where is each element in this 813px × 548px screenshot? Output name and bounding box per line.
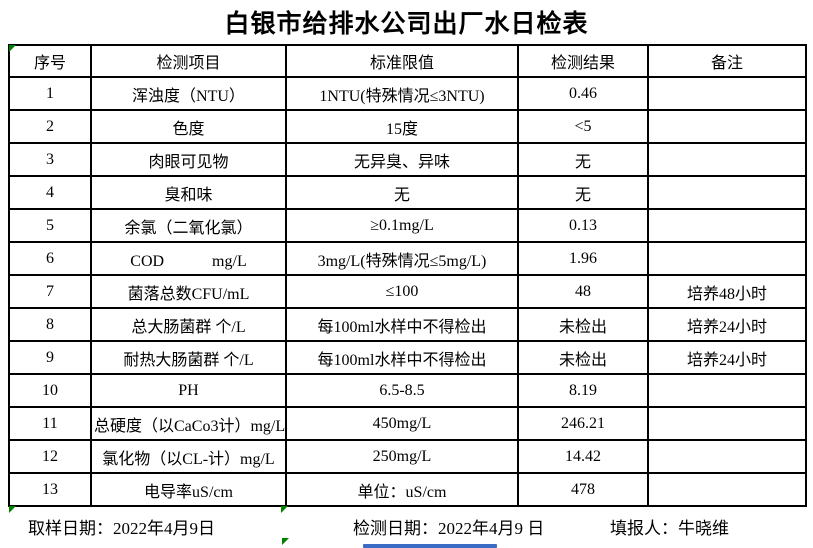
cell-item[interactable]: 耐热大肠菌群 个/L (90, 340, 287, 375)
cell-item[interactable]: 电导率uS/cm (90, 472, 287, 507)
cell-result[interactable]: 无 (517, 175, 649, 210)
cell-seq[interactable]: 5 (8, 208, 92, 243)
header-cell-seq[interactable]: 序号 (8, 44, 92, 78)
cell-remark[interactable] (647, 241, 807, 276)
footer-row: 取样日期：2022年4月9日 检测日期：2022年4月9 日 填报人：牛晓维 (0, 511, 813, 538)
cell-limit[interactable]: ≤100 (285, 274, 519, 309)
cell-item[interactable]: 总大肠菌群 个/L (90, 307, 287, 342)
cell-remark[interactable] (647, 142, 807, 177)
cell-seq[interactable]: 4 (8, 175, 92, 210)
table-row: 13 电导率uS/cm 单位：uS/cm 478 (8, 472, 807, 507)
cell-result[interactable]: 0.13 (517, 208, 649, 243)
table-row: 11 总硬度（以CaCo3计）mg/L 450mg/L 246.21 (8, 406, 807, 441)
table-row: 6 COD mg/L 3mg/L(特殊情况≤5mg/L) 1.96 (8, 241, 807, 276)
cell-limit[interactable]: 1NTU(特殊情况≤3NTU) (285, 76, 519, 111)
table-row: 10 PH 6.5-8.5 8.19 (8, 373, 807, 408)
header-cell-result[interactable]: 检测结果 (517, 44, 649, 78)
cell-item[interactable]: PH (90, 373, 287, 408)
cell-item[interactable]: 总硬度（以CaCo3计）mg/L (90, 406, 287, 441)
cell-seq[interactable]: 7 (8, 274, 92, 309)
page-title: 白银市给排水公司出厂水日检表 (224, 10, 589, 38)
cell-result[interactable]: 1.96 (517, 241, 649, 276)
cell-limit[interactable]: 250mg/L (285, 439, 519, 474)
cell-limit[interactable]: 无 (285, 175, 519, 210)
cell-remark[interactable]: 培养48小时 (647, 274, 807, 309)
header-cell-item[interactable]: 检测项目 (90, 44, 287, 78)
table-row: 1 浑浊度（NTU） 1NTU(特殊情况≤3NTU) 0.46 (8, 76, 807, 111)
cell-remark[interactable] (647, 109, 807, 144)
header-cell-limit[interactable]: 标准限值 (285, 44, 519, 78)
cell-remark[interactable]: 培养24小时 (647, 307, 807, 342)
cell-seq[interactable]: 13 (8, 472, 92, 507)
cell-item[interactable]: 浑浊度（NTU） (90, 76, 287, 111)
cell-result[interactable]: 未检出 (517, 307, 649, 342)
table-row: 12 氯化物（以CL-计）mg/L 250mg/L 14.42 (8, 439, 807, 474)
table-row: 5 余氯（二氧化氯） ≥0.1mg/L 0.13 (8, 208, 807, 243)
table-header: 序号 检测项目 标准限值 检测结果 备注 (8, 44, 807, 78)
table-row: 4 臭和味无无 (8, 175, 807, 210)
table-row: 8 总大肠菌群 个/L 每100ml水样中不得检出 未检出 培养24小时 (8, 307, 807, 342)
cell-error-marker-icon (9, 45, 16, 52)
cell-seq[interactable]: 9 (8, 340, 92, 375)
cell-seq[interactable]: 10 (8, 373, 92, 408)
table-row: 3 肉眼可见物 无异臭、异味无 (8, 142, 807, 177)
cell-limit[interactable]: 每100ml水样中不得检出 (285, 340, 519, 375)
cell-seq[interactable]: 2 (8, 109, 92, 144)
cell-result[interactable]: 246.21 (517, 406, 649, 441)
test-date-cell[interactable]: 检测日期：2022年4月9 日 (353, 519, 545, 538)
scrollbar-thumb[interactable] (363, 544, 497, 548)
cell-limit[interactable]: 3mg/L(特殊情况≤5mg/L) (285, 241, 519, 276)
cell-remark[interactable] (647, 406, 807, 441)
cell-item[interactable]: 菌落总数CFU/mL (90, 274, 287, 309)
cell-limit[interactable]: 单位：uS/cm (285, 472, 519, 507)
cell-result[interactable]: 48 (517, 274, 649, 309)
cell-seq[interactable]: 1 (8, 76, 92, 111)
cell-result[interactable]: <5 (517, 109, 649, 144)
cell-remark[interactable] (647, 175, 807, 210)
cell-remark[interactable] (647, 373, 807, 408)
table-row: 9 耐热大肠菌群 个/L 每100ml水样中不得检出 未检出 培养24小时 (8, 340, 807, 375)
table-body: 1 浑浊度（NTU） 1NTU(特殊情况≤3NTU) 0.46 2 色度 15度 <5 3 肉眼可… (8, 76, 807, 507)
cell-limit[interactable]: 6.5-8.5 (285, 373, 519, 408)
cell-error-marker-icon (281, 506, 288, 513)
cell-item[interactable]: 臭和味 (90, 175, 287, 210)
cell-limit[interactable]: 每100ml水样中不得检出 (285, 307, 519, 342)
cell-remark[interactable] (647, 76, 807, 111)
cell-remark[interactable] (647, 439, 807, 474)
cell-item[interactable]: 氯化物（以CL-计）mg/L (90, 439, 287, 474)
cell-remark[interactable]: 培养24小时 (647, 340, 807, 375)
cell-item[interactable]: 余氯（二氧化氯） (90, 208, 287, 243)
table-row: 7 菌落总数CFU/mL ≤100 48 培养48小时 (8, 274, 807, 309)
cell-result[interactable]: 未检出 (517, 340, 649, 375)
cell-item[interactable]: 色度 (90, 109, 287, 144)
cell-error-marker-icon (282, 538, 289, 545)
cell-seq[interactable]: 6 (8, 241, 92, 276)
cell-item[interactable]: 肉眼可见物 (90, 142, 287, 177)
cell-remark[interactable] (647, 208, 807, 243)
cell-limit[interactable]: 15度 (285, 109, 519, 144)
reporter-cell[interactable]: 填报人：牛晓维 (610, 519, 729, 538)
inspection-table: 序号 检测项目 标准限值 检测结果 备注 1 浑浊度（NTU） 1NTU(特殊情况≤3NTU… (8, 44, 807, 507)
cell-error-marker-icon (9, 506, 16, 513)
cell-limit[interactable]: 450mg/L (285, 406, 519, 441)
cell-seq[interactable]: 8 (8, 307, 92, 342)
cell-result[interactable]: 14.42 (517, 439, 649, 474)
sample-date-cell[interactable]: 取样日期：2022年4月9日 (28, 519, 215, 538)
header-cell-remark[interactable]: 备注 (647, 44, 807, 78)
table-row: 2 色度 15度 <5 (8, 109, 807, 144)
cell-item[interactable]: COD mg/L (90, 241, 287, 276)
cell-seq[interactable]: 12 (8, 439, 92, 474)
cell-result[interactable]: 无 (517, 142, 649, 177)
header-row: 序号 检测项目 标准限值 检测结果 备注 (8, 44, 807, 78)
cell-result[interactable]: 0.46 (517, 76, 649, 111)
cell-result[interactable]: 8.19 (517, 373, 649, 408)
cell-seq[interactable]: 3 (8, 142, 92, 177)
cell-seq[interactable]: 11 (8, 406, 92, 441)
cell-result[interactable]: 478 (517, 472, 649, 507)
cell-limit[interactable]: ≥0.1mg/L (285, 208, 519, 243)
cell-limit[interactable]: 无异臭、异味 (285, 142, 519, 177)
cell-remark[interactable] (647, 472, 807, 507)
